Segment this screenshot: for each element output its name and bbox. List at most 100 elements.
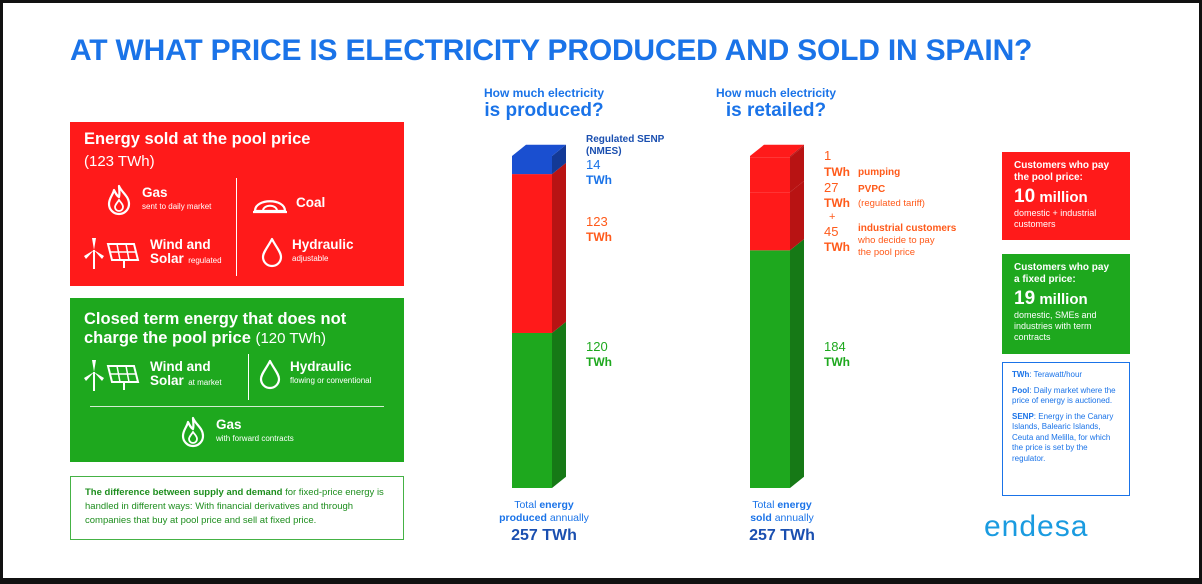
produced-total-pre: Total bbox=[514, 499, 540, 511]
pool-unit-label: TWh bbox=[586, 230, 612, 244]
water-drop-icon bbox=[261, 237, 283, 268]
plus-sign: + bbox=[829, 211, 835, 223]
closed-wind-note: at market bbox=[188, 378, 222, 387]
pumping-value: 1 bbox=[824, 148, 831, 163]
closed-panel-subtitle: (120 TWh) bbox=[255, 330, 327, 347]
glossary-def-senp: : Energy in the Canary Islands, Balearic… bbox=[1012, 411, 1114, 463]
closed-unit-label: TWh bbox=[586, 355, 612, 369]
pool-item-coal: Coal bbox=[252, 190, 325, 214]
closed-solar-name: Solar bbox=[150, 373, 184, 388]
produced-total: Total energy produced annually 257 TWh bbox=[474, 499, 614, 545]
retailed-bar-segment-1-side bbox=[790, 180, 804, 251]
note-bold-text: The difference between supply and demand bbox=[85, 487, 283, 498]
produced-bar-segment-2-side bbox=[552, 144, 566, 175]
retailed-bar bbox=[750, 144, 804, 488]
produced-bar-top-face bbox=[512, 144, 566, 156]
closed-divider-vertical bbox=[248, 354, 249, 400]
industrial-desc: industrial customers bbox=[858, 223, 957, 234]
retailed-header: How much electricity is retailed? bbox=[696, 86, 856, 122]
pool-customers-unit: million bbox=[1039, 189, 1088, 206]
pool-customers-head2: the pool price: bbox=[1014, 172, 1083, 183]
closed-term-panel: Closed term energy that does not charge … bbox=[70, 298, 404, 462]
produced-header-line2: is produced? bbox=[484, 100, 604, 121]
pool-wind-note: regulated bbox=[188, 256, 222, 265]
retailed-bar-segment-0-side bbox=[790, 239, 804, 488]
pool-gas-note: sent to daily market bbox=[142, 202, 212, 211]
pumping-desc: pumping bbox=[858, 167, 900, 178]
produced-bar bbox=[512, 144, 566, 488]
fixed-customers-head1: Customers who pay bbox=[1014, 262, 1110, 273]
industrial-desc3: the pool price bbox=[858, 247, 915, 258]
coal-mine-icon bbox=[253, 200, 287, 214]
closed-gas-note: with forward contracts bbox=[216, 434, 294, 443]
pool-hydraulic-note: adjustable bbox=[292, 254, 329, 263]
wind-solar-icon bbox=[84, 360, 140, 391]
pvpc-desc2: (regulated tariff) bbox=[858, 198, 925, 209]
retailed-bar-top-face bbox=[750, 144, 804, 156]
industrial-value: 45 bbox=[824, 224, 838, 239]
pool-item-wind-solar: Wind and Solar regulated bbox=[82, 236, 222, 270]
glossary-term-pool: Pool bbox=[1012, 385, 1030, 395]
produced-header-line1: How much electricity bbox=[483, 86, 605, 100]
pool-customers-desc2: customers bbox=[1014, 219, 1056, 229]
glossary-def-twh: : Terawatt/hour bbox=[1029, 370, 1083, 379]
pool-customers-box: Customers who pay the pool price: 10 mil… bbox=[1002, 152, 1130, 240]
glossary-term-senp: SENP bbox=[1012, 411, 1034, 421]
closed-item-hydraulic: Hydraulic flowing or conventional bbox=[258, 358, 371, 390]
produced-bar-segment-0-side bbox=[552, 321, 566, 488]
produced-total-bold2: produced bbox=[499, 512, 547, 524]
produced-header: How much electricity is produced? bbox=[464, 86, 624, 122]
flame-icon bbox=[181, 416, 205, 448]
page-title: AT WHAT PRICE IS ELECTRICITY PRODUCED AN… bbox=[70, 34, 1033, 67]
retailed-bar-segment-3-side bbox=[790, 144, 804, 158]
retailed-total-pre: Total bbox=[752, 499, 778, 511]
retailed-bar-segment-1-front bbox=[750, 192, 790, 251]
retailed-header-line2: is retailed? bbox=[725, 100, 827, 121]
stacked-bar-chart: Regulated SENP (NMES) 14 TWh 123 TWh 120… bbox=[512, 134, 957, 488]
closed-value-label: 120 bbox=[586, 339, 608, 354]
retailed-total-value: 257 TWh bbox=[749, 527, 815, 544]
retailed-bar-segment-3-front bbox=[750, 156, 790, 158]
retailed-total-post: annually bbox=[771, 512, 814, 524]
produced-total-bold: energy bbox=[539, 499, 574, 511]
pool-hydraulic-name: Hydraulic bbox=[292, 237, 354, 252]
closed-gas-name: Gas bbox=[216, 417, 242, 432]
pool-wind-name: Wind and bbox=[150, 237, 211, 252]
retailed-bar-segment-2-side bbox=[790, 146, 804, 193]
glossary-box: TWh: Terawatt/hour Pool: Daily market wh… bbox=[1002, 362, 1130, 496]
pumping-unit: TWh bbox=[824, 165, 850, 179]
wind-solar-icon bbox=[84, 238, 140, 269]
retail-fixed-unit: TWh bbox=[824, 355, 850, 369]
closed-panel-title: Closed term energy that does not charge … bbox=[84, 310, 394, 348]
pool-panel-subtitle: (123 TWh) bbox=[84, 153, 155, 170]
pool-divider-vertical bbox=[236, 178, 237, 276]
senp-label-title: Regulated SENP bbox=[586, 134, 665, 145]
pvpc-value: 27 bbox=[824, 180, 838, 195]
pool-value-label: 123 bbox=[586, 214, 608, 229]
closed-panel-title-text: Closed term energy that does not charge … bbox=[84, 310, 347, 347]
produced-bar-segment-1-front bbox=[512, 174, 552, 333]
fixed-customers-desc3: contracts bbox=[1014, 332, 1051, 342]
glossary-senp: SENP: Energy in the Canary Islands, Bale… bbox=[1012, 412, 1120, 465]
closed-item-wind-solar: Wind and Solar at market bbox=[82, 358, 222, 392]
senp-value: 14 bbox=[586, 157, 600, 172]
pvpc-unit: TWh bbox=[824, 196, 850, 210]
pool-solar-name: Solar bbox=[150, 251, 184, 266]
retailed-total-bold: energy bbox=[777, 499, 812, 511]
produced-bar-segment-2-front bbox=[512, 156, 552, 175]
glossary-term-twh: TWh bbox=[1012, 370, 1030, 379]
senp-label-title2: (NMES) bbox=[586, 146, 622, 157]
closed-divider-horizontal bbox=[90, 406, 384, 407]
fixed-customers-num: 19 bbox=[1014, 288, 1036, 309]
retail-fixed-value: 184 bbox=[824, 339, 846, 354]
pool-coal-name: Coal bbox=[296, 194, 326, 210]
fixed-customers-head2: a fixed price: bbox=[1014, 274, 1076, 285]
closed-hydraulic-name: Hydraulic bbox=[290, 359, 352, 374]
industrial-desc2: who decide to pay bbox=[857, 235, 935, 246]
fixed-customers-unit: million bbox=[1039, 291, 1088, 308]
fixed-customers-box: Customers who pay a fixed price: 19 mill… bbox=[1002, 254, 1130, 354]
closed-wind-name: Wind and bbox=[150, 359, 211, 374]
pool-customers-head1: Customers who pay bbox=[1014, 160, 1110, 171]
produced-bar-segment-0-front bbox=[512, 332, 552, 488]
